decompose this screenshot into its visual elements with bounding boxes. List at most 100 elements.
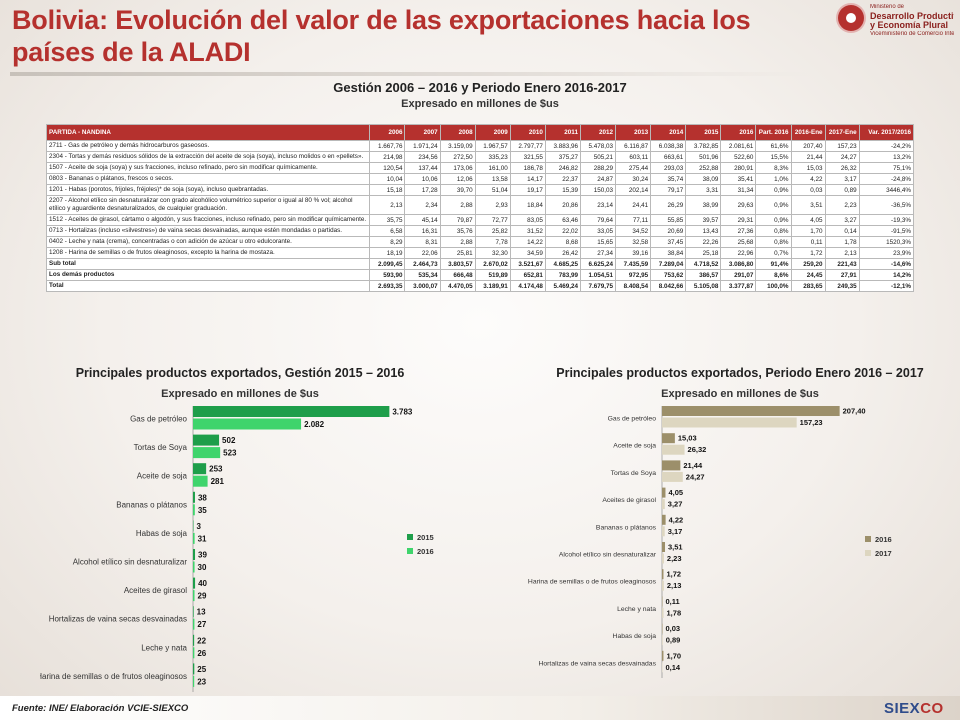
table-row: 1208 - Harina de semillas o de frutos ol…: [45, 247, 915, 259]
value-cell: 34,52: [615, 225, 652, 237]
value-cell: 35,74: [650, 173, 687, 185]
value-cell: 4,22: [790, 173, 826, 185]
value-cell: 1520,3%: [858, 236, 915, 248]
total-value-cell: 4.470,05: [439, 280, 476, 292]
value-label: 26: [197, 649, 206, 658]
logo-line-4: Viceministerio de Comercio Interno y Exp…: [870, 31, 954, 37]
value-cell: 0,7%: [755, 247, 792, 259]
value-label: 1,78: [667, 608, 682, 617]
value-cell: 1.667,76: [369, 140, 406, 152]
total-value-cell: 14,2%: [858, 269, 915, 281]
value-cell: 22,37: [544, 173, 581, 185]
total-value-cell: 3.521,67: [509, 258, 546, 270]
value-cell: 32,58: [615, 236, 652, 248]
value-cell: 15,39: [544, 184, 581, 196]
value-cell: 252,88: [685, 162, 722, 174]
value-cell: 18,19: [369, 247, 406, 259]
total-value-cell: 972,95: [615, 269, 652, 281]
bar-2016: [662, 514, 666, 525]
bar-2016: [662, 460, 681, 471]
value-cell: 603,11: [615, 151, 652, 163]
value-cell: 0,9%: [755, 214, 792, 226]
value-cell: 2,13: [369, 195, 406, 215]
value-cell: 13,2%: [858, 151, 915, 163]
value-cell: 6.116,87: [615, 140, 652, 152]
total-value-cell: 91,4%: [755, 258, 792, 270]
bar-2015: [193, 606, 194, 618]
value-label: 3: [197, 522, 202, 531]
category-label: Harina de semillas o de frutos oleaginos…: [40, 672, 187, 681]
value-cell: 8,29: [369, 236, 406, 248]
value-label: 2,13: [667, 581, 682, 590]
value-cell: 137,44: [404, 162, 441, 174]
value-cell: 6,58: [369, 225, 406, 237]
category-label: Leche y nata: [141, 643, 187, 652]
header-col-7: 2012: [579, 124, 617, 141]
category-label: Hortalizas de vaina secas desvainadas: [538, 660, 656, 667]
value-cell: 3,17: [824, 173, 860, 185]
value-cell: 1.971,24: [404, 140, 441, 152]
chart2-title: Principales productos exportados, Period…: [556, 366, 924, 380]
total-value-cell: 2.099,45: [369, 258, 406, 270]
value-cell: 75,1%: [858, 162, 915, 174]
table-row: 1512 - Aceites de girasol, cártamo o alg…: [45, 214, 915, 226]
category-label: Alcohol etílico sin desnaturalizar: [73, 558, 188, 567]
header-col-8: 2013: [615, 124, 652, 141]
value-cell: 22,26: [685, 236, 722, 248]
value-cell: 1,0%: [755, 173, 792, 185]
value-cell: 17,28: [404, 184, 441, 196]
bar-2016: [662, 650, 664, 661]
value-cell: 34,59: [509, 247, 546, 259]
value-cell: 2,88: [439, 236, 476, 248]
value-cell: 19,17: [509, 184, 546, 196]
value-cell: 0,9%: [755, 184, 792, 196]
value-cell: 1,70: [790, 225, 826, 237]
header-col-10: 2015: [685, 124, 722, 141]
value-cell: 29,63: [720, 195, 757, 215]
value-label: 3,17: [668, 527, 683, 536]
total-value-cell: 3.189,91: [474, 280, 511, 292]
category-label: Tortas de Soya: [611, 470, 657, 477]
value-cell: -24,8%: [858, 173, 915, 185]
value-cell: 5.478,03: [579, 140, 617, 152]
value-cell: 0,11: [790, 236, 826, 248]
header-col-14: 2017-Ene: [824, 124, 860, 141]
value-cell: 10,04: [369, 173, 406, 185]
bar-2016: [193, 590, 195, 602]
value-cell: 31,52: [509, 225, 546, 237]
bar-2016: [193, 647, 195, 659]
bar-2016: [662, 569, 664, 580]
value-cell: 22,06: [404, 247, 441, 259]
value-cell: 161,00: [474, 162, 511, 174]
bar-2015: [193, 663, 195, 675]
bar-2017: [662, 607, 664, 618]
value-cell: 0,89: [824, 184, 860, 196]
product-cell: 2304 - Tortas y demás residuos sólidos d…: [45, 151, 371, 163]
value-cell: 38,99: [685, 195, 722, 215]
table-row: 2711 - Gas de petróleo y demás hidrocarb…: [45, 140, 915, 152]
legend-swatch-2015: [407, 534, 413, 540]
value-cell: 1.967,57: [474, 140, 511, 152]
header-col-5: 2010: [509, 124, 546, 141]
value-cell: 21,44: [790, 151, 826, 163]
value-cell: 272,50: [439, 151, 476, 163]
total-value-cell: 249,35: [824, 280, 860, 292]
table-row: 0803 - Bananas o plátanos, frescos o sec…: [45, 173, 915, 185]
value-cell: 0,03: [790, 184, 826, 196]
value-label: 281: [211, 477, 225, 486]
value-cell: 38,84: [650, 247, 687, 259]
category-label: Habas de soja: [136, 529, 188, 538]
value-cell: 1,78: [824, 236, 860, 248]
total-value-cell: 5.469,24: [544, 280, 581, 292]
footer-bar: [0, 696, 960, 720]
value-label: 0,11: [666, 597, 680, 606]
value-cell: 25,82: [474, 225, 511, 237]
value-cell: 32,30: [474, 247, 511, 259]
value-cell: -91,5%: [858, 225, 915, 237]
total-value-cell: 783,99: [544, 269, 581, 281]
value-cell: 13,58: [474, 173, 511, 185]
bar-2016: [193, 504, 195, 516]
legend-swatch-2017: [865, 550, 871, 556]
header-col-4: 2009: [474, 124, 511, 141]
value-label: 15,03: [678, 434, 697, 443]
